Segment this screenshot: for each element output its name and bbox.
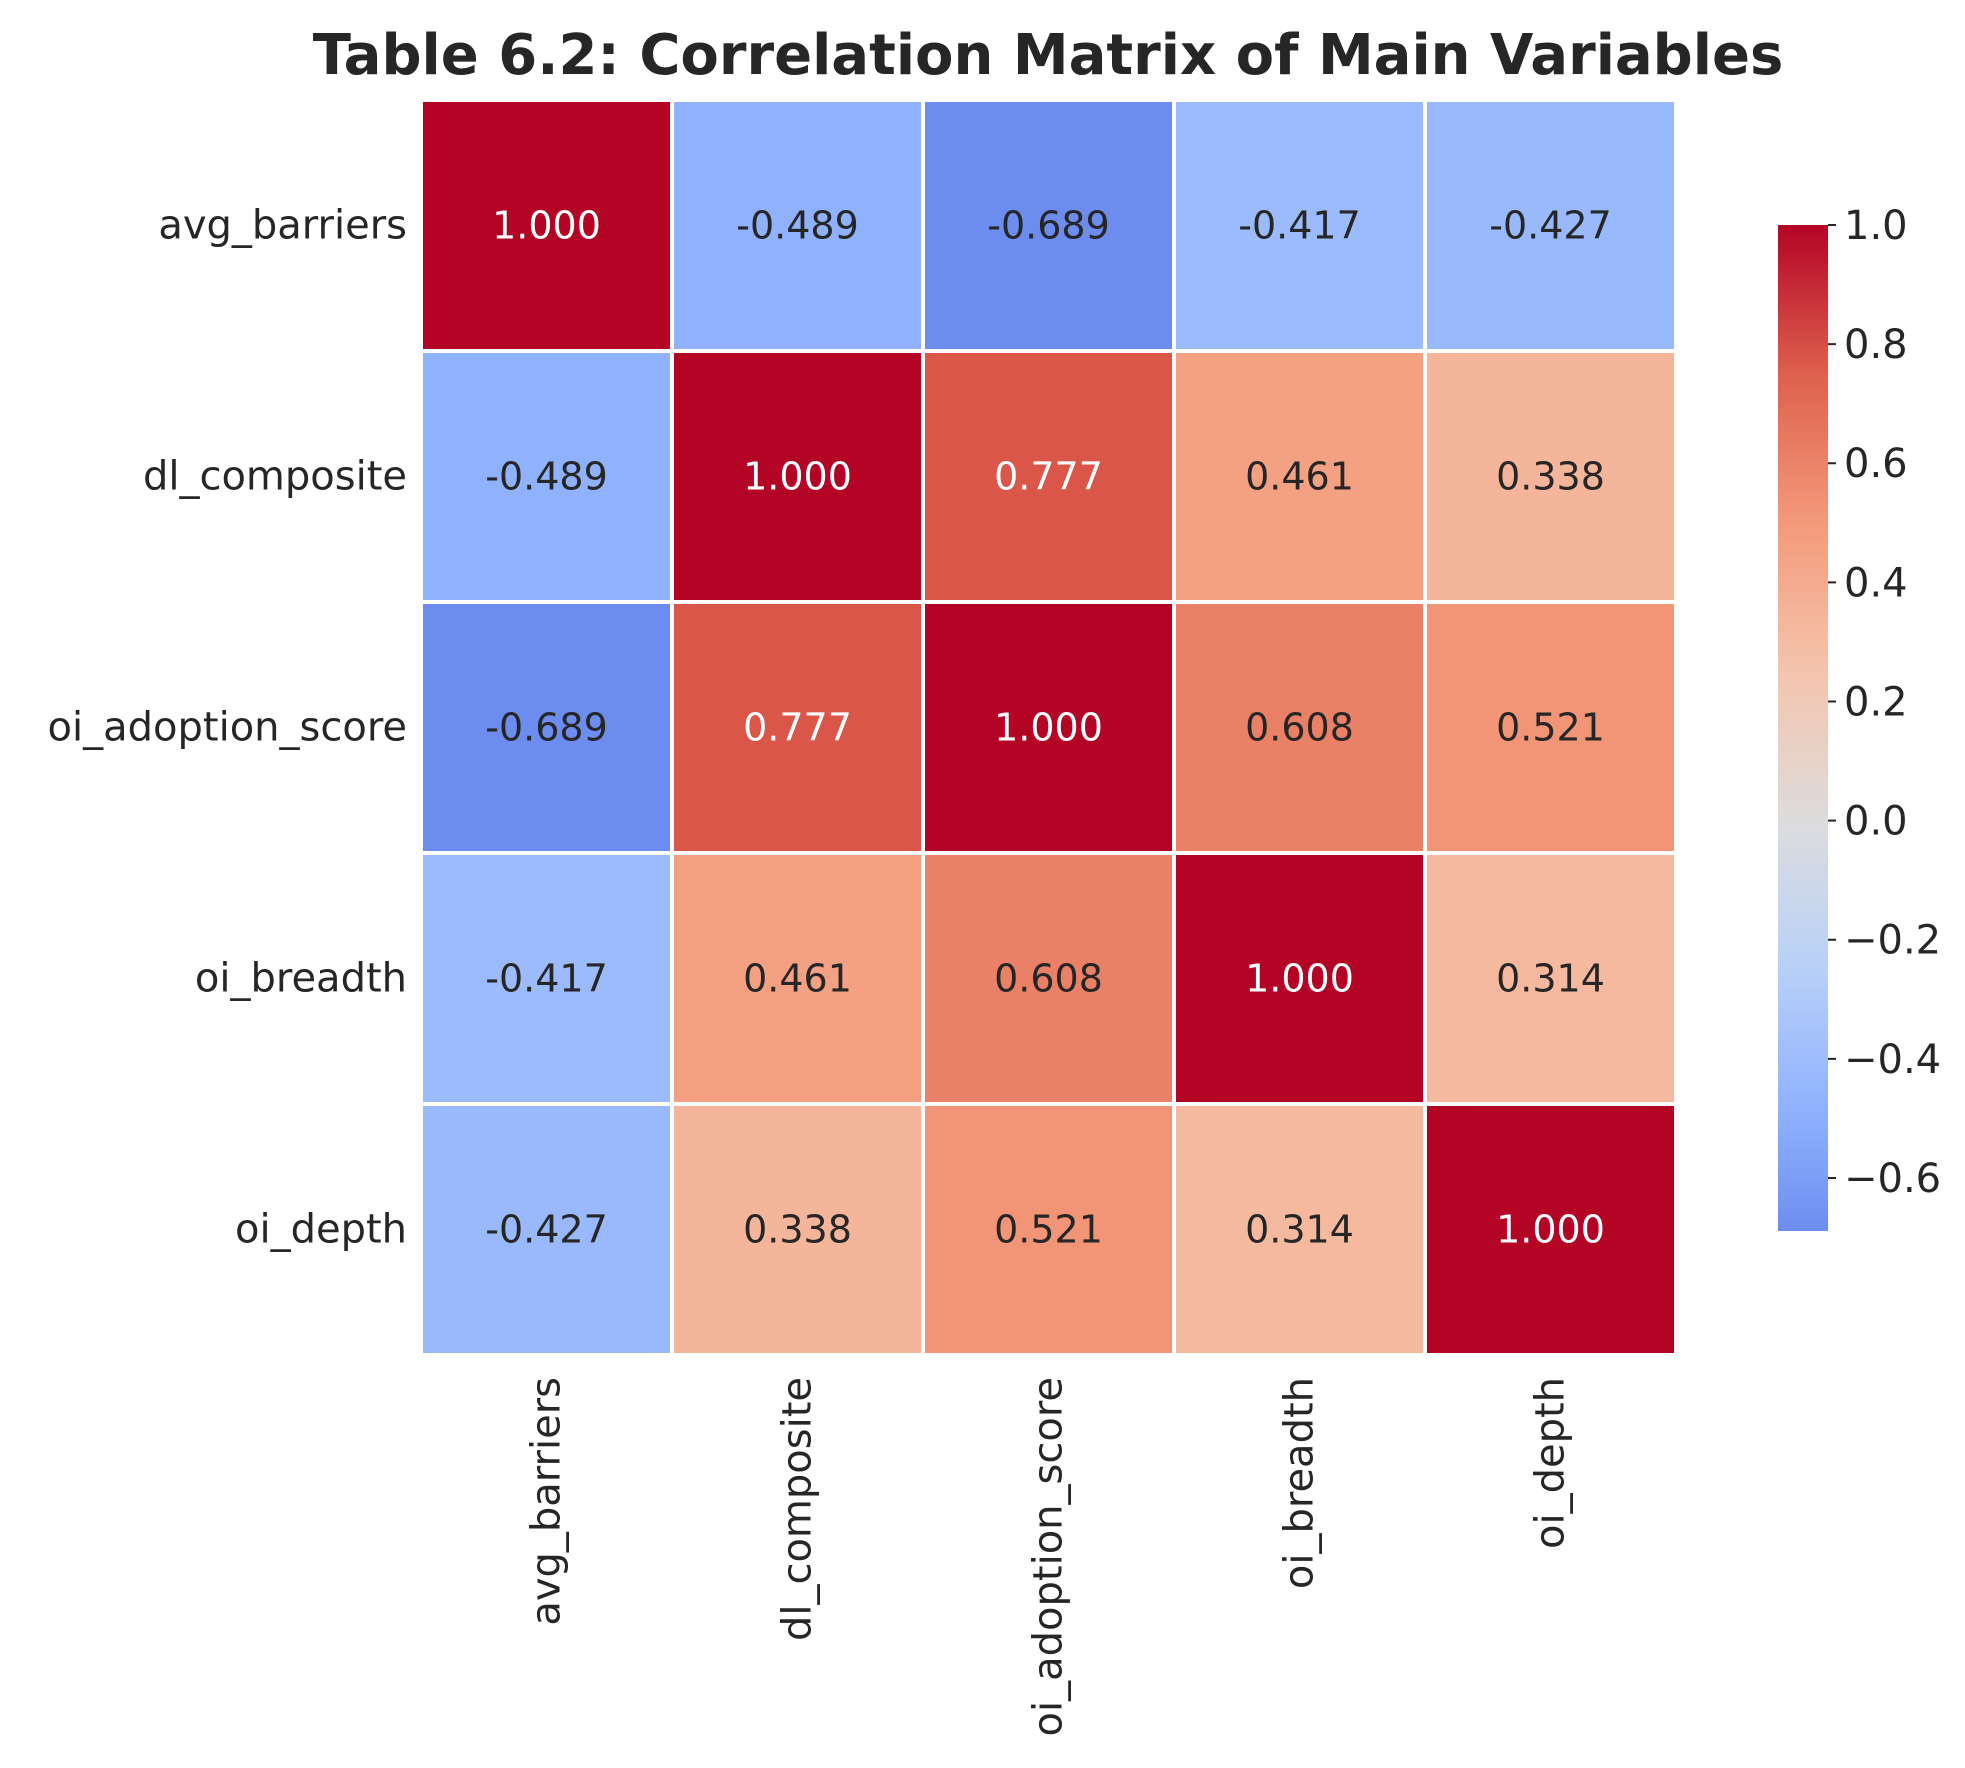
cell-value-label: 1.000 [1245, 957, 1354, 1001]
cell-value-label: 0.521 [1496, 706, 1605, 750]
cell-value-label: -0.689 [987, 204, 1110, 248]
cell-value-label: 0.461 [1245, 455, 1354, 499]
heatmap-cell [1427, 353, 1674, 600]
heatmap-cell [1176, 855, 1423, 1102]
cell-value-label: -0.427 [1489, 204, 1612, 248]
colorbar-tick-label: −0.6 [1844, 1156, 1941, 1202]
column-labels: avg_barriers dl_composite oi_adoption_scor… [524, 1377, 1574, 1736]
colorbar-tick-label: 0.4 [1844, 560, 1908, 606]
colorbar-tick-label: 0.8 [1844, 322, 1908, 368]
colorbar-tick-label: −0.2 [1844, 918, 1941, 964]
heatmap-cell [1176, 604, 1423, 851]
row-label: oi_adoption_score [48, 705, 407, 751]
heatmap-cell [1176, 1106, 1423, 1353]
row-label: avg_barriers [158, 203, 407, 249]
heatmap-cell [925, 604, 1172, 851]
heatmap-cell [925, 1106, 1172, 1353]
heatmap-cell [674, 855, 921, 1102]
row-labels: avg_barriers dl_composite oi_adoption_scor… [48, 203, 407, 1253]
heatmap-cell [925, 353, 1172, 600]
heatmap-cell [423, 102, 670, 349]
cell-value-label: -0.689 [485, 706, 608, 750]
heatmap-cell [1176, 353, 1423, 600]
column-label: dl_composite [775, 1377, 821, 1641]
cell-value-label: 0.314 [1496, 957, 1605, 1001]
cell-value-label: -0.417 [485, 957, 608, 1001]
cell-value-label: 0.314 [1245, 1208, 1354, 1252]
row-label: oi_breadth [195, 956, 407, 1002]
heatmap-cell [423, 604, 670, 851]
cell-value-label: 0.461 [743, 957, 852, 1001]
cell-value-label: -0.489 [485, 455, 608, 499]
heatmap-cell [674, 1106, 921, 1353]
colorbar: 1.0 0.8 0.6 0.4 0.2 0.0 −0.2 −0.4 −0.6 [1778, 203, 1941, 1231]
heatmap-cell [1427, 1106, 1674, 1353]
colorbar-tick-label: 1.0 [1844, 203, 1908, 249]
cell-value-label: 0.338 [1496, 455, 1605, 499]
heatmap-cell [1427, 604, 1674, 851]
heatmap-cell [674, 353, 921, 600]
cell-value-label: 0.608 [994, 957, 1103, 1001]
row-label: oi_depth [235, 1207, 407, 1253]
heatmap-cell [423, 1106, 670, 1353]
heatmap-cell [925, 102, 1172, 349]
column-label: oi_depth [1528, 1377, 1574, 1549]
heatmap-cell [1176, 102, 1423, 349]
cell-value-label: 0.777 [994, 455, 1103, 499]
cell-value-label: 1.000 [492, 204, 601, 248]
colorbar-tick-label: 0.2 [1844, 679, 1908, 725]
heatmap-cell [423, 855, 670, 1102]
cell-value-label: 1.000 [1496, 1208, 1605, 1252]
row-label: dl_composite [143, 454, 407, 500]
column-label: avg_barriers [524, 1377, 570, 1626]
heatmap-cell [925, 855, 1172, 1102]
cell-value-label: 0.777 [743, 706, 852, 750]
column-label: oi_adoption_score [1026, 1377, 1072, 1736]
colorbar-tick-label: 0.6 [1844, 441, 1908, 487]
heatmap-cell [674, 102, 921, 349]
chart-title: Table 6.2: Correlation Matrix of Main Va… [313, 23, 1784, 88]
heatmap-cells: 1.000 -0.489 -0.689 -0.417 -0.427 -0.489 1.000… [423, 102, 1674, 1353]
heatmap-cell [674, 604, 921, 851]
cell-value-label: 0.338 [743, 1208, 852, 1252]
column-label: oi_breadth [1277, 1377, 1323, 1589]
cell-value-label: -0.489 [736, 204, 859, 248]
cell-value-label: 0.521 [994, 1208, 1103, 1252]
cell-value-label: -0.417 [1238, 204, 1361, 248]
colorbar-tick-label: −0.4 [1844, 1037, 1941, 1083]
cell-value-label: 1.000 [743, 455, 852, 499]
heatmap-cell [1427, 855, 1674, 1102]
colorbar-tick-label: 0.0 [1844, 799, 1908, 845]
cell-value-label: -0.427 [485, 1208, 608, 1252]
colorbar-gradient [1778, 225, 1828, 1231]
cell-value-label: 0.608 [1245, 706, 1354, 750]
heatmap-cell [1427, 102, 1674, 349]
heatmap-cell [423, 353, 670, 600]
cell-value-label: 1.000 [994, 706, 1103, 750]
